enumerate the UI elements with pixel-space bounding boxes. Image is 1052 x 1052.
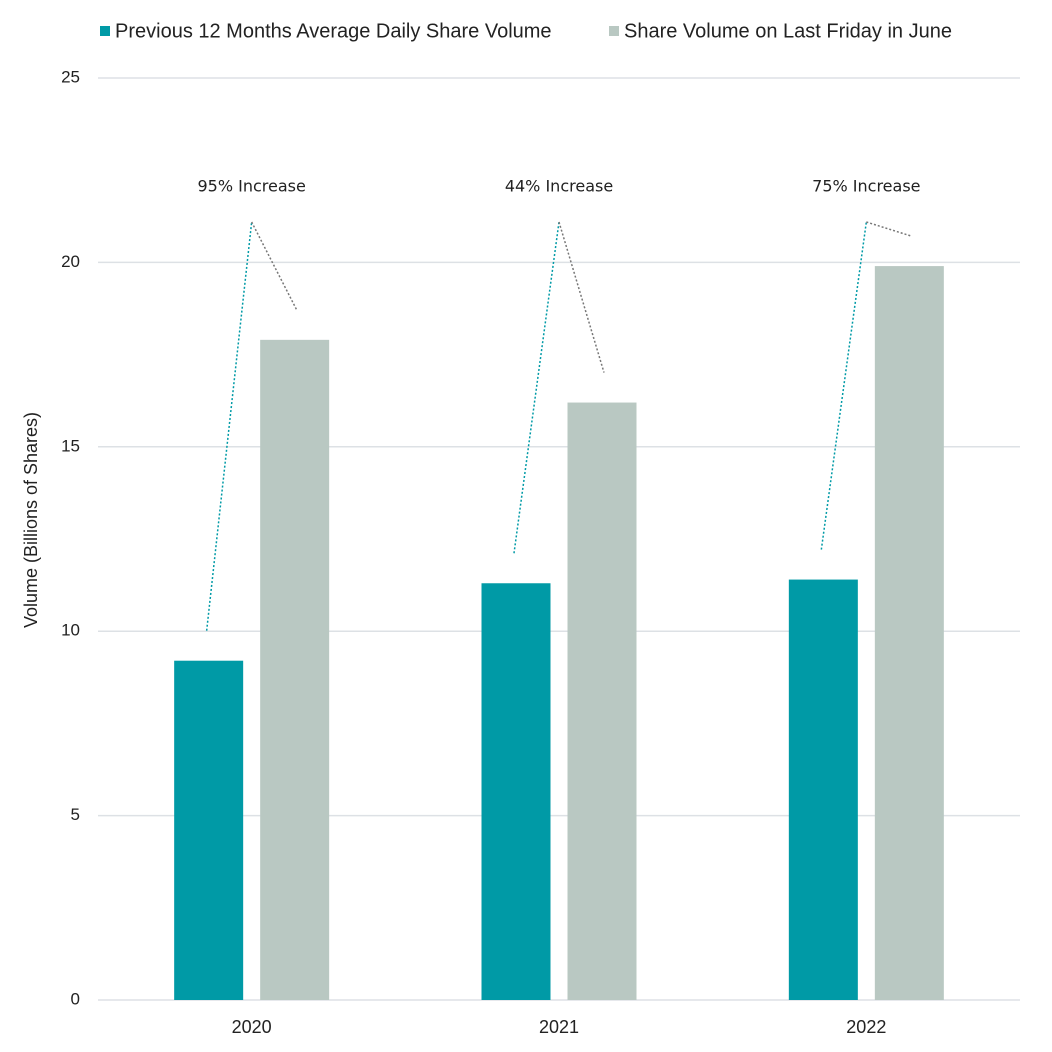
legend-swatch <box>100 26 110 36</box>
x-tick-label: 2021 <box>539 1017 579 1037</box>
annotation: 95% Increase <box>197 177 305 196</box>
bar <box>260 339 330 1000</box>
leader-line <box>205 221 253 631</box>
annotation: 44% Increase <box>505 177 613 196</box>
y-axis-label: Volume (Billions of Shares) <box>21 412 41 628</box>
bar <box>788 579 858 1000</box>
legend-label: Previous 12 Months Average Daily Share V… <box>115 20 552 42</box>
x-tick-label: 2020 <box>232 1017 272 1037</box>
legend-label: Share Volume on Last Friday in June <box>624 20 952 42</box>
leader-line <box>513 221 560 554</box>
bar <box>174 660 244 1000</box>
annotation: 75% Increase <box>812 177 920 196</box>
y-tick-label: 20 <box>61 252 80 271</box>
x-tick-label: 2022 <box>846 1017 886 1037</box>
y-tick-label: 25 <box>61 67 80 86</box>
bar <box>874 266 944 1000</box>
leader-line <box>250 221 298 311</box>
leader-line <box>820 221 868 550</box>
bar <box>481 583 551 1000</box>
y-tick-label: 5 <box>71 805 80 824</box>
y-tick-label: 15 <box>61 436 80 455</box>
leader-line <box>558 221 605 373</box>
legend-swatch <box>609 26 619 36</box>
y-tick-label: 0 <box>71 989 80 1008</box>
leader-line <box>866 221 912 237</box>
y-tick-label: 10 <box>61 621 80 640</box>
bar <box>567 402 637 1000</box>
